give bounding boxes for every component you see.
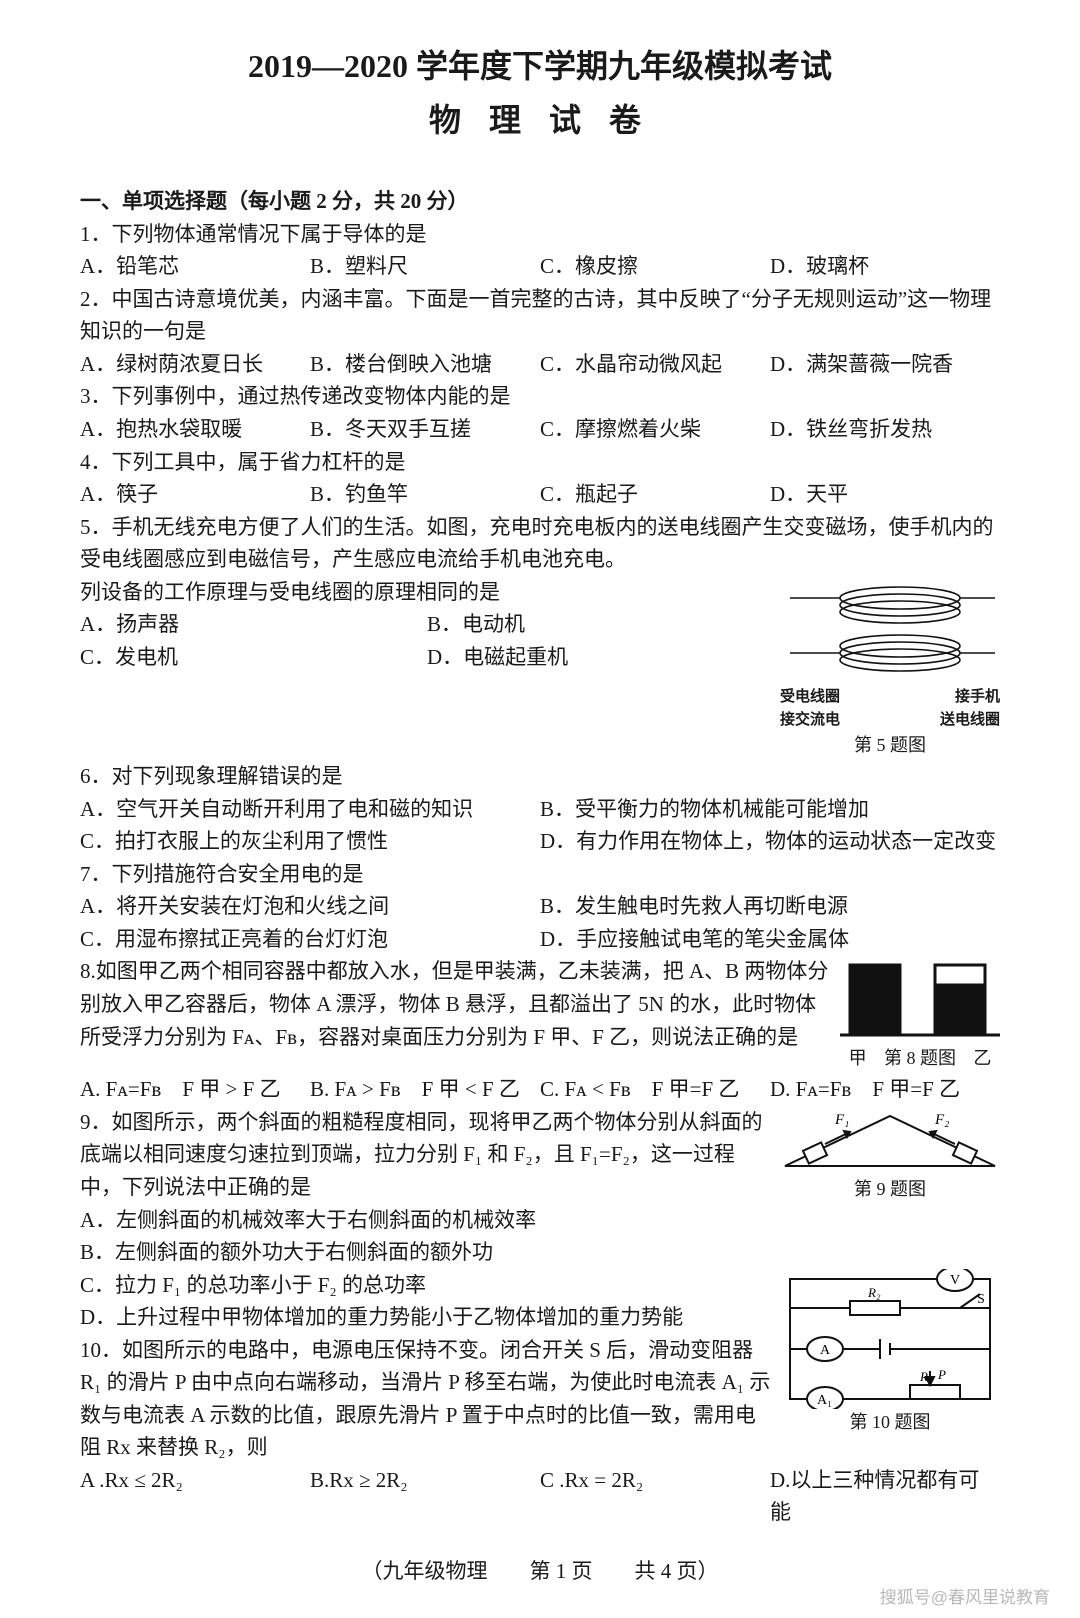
q4-opt-c: C．瓶起子	[540, 478, 770, 511]
q1-stem: 1．下列物体通常情况下属于导体的是	[80, 218, 1000, 251]
q8-fig-left: 甲	[849, 1045, 867, 1073]
q3-opt-b: B．冬天双手互搓	[310, 413, 540, 446]
q2-opt-d: D．满架蔷薇一院香	[770, 348, 1000, 381]
page-footer: （九年级物理 第 1 页 共 4 页）	[80, 1555, 1000, 1588]
q10-opt-c: C .Rx = 2R₂	[540, 1464, 770, 1529]
q5-block: 5．手机无线充电方便了人们的生活。如图，充电时充电板内的送电线圈产生交变磁场，使…	[80, 511, 1000, 674]
q4-stem: 4．下列工具中，属于省力杠杆的是	[80, 446, 1000, 479]
q7-opt-c: C．用湿布擦拭正亮着的台灯灯泡	[80, 923, 540, 956]
q9-block: F₁ F₂ 第 9 题图 9．如图所示，两个斜面的粗糙程度相同，现将甲乙两个物体…	[80, 1106, 1000, 1269]
q8-figure: 甲 第 8 题图 乙	[840, 955, 1000, 1073]
q5-opt-b: B．电动机	[427, 608, 774, 641]
q3-opt-d: D．铁丝弯折发热	[770, 413, 1000, 446]
q6-opt-b: B．受平衡力的物体机械能可能增加	[540, 793, 1000, 826]
q10-lbl-r1: R₁	[919, 1369, 932, 1384]
q10-lbl-s: S	[977, 1292, 985, 1307]
q7-opt-a: A．将开关安装在灯泡和火线之间	[80, 890, 540, 923]
q2-opt-a: A．绿树荫浓夏日长	[80, 348, 310, 381]
q5-options-row1: A．扬声器 B．电动机	[80, 608, 774, 641]
q9-f1-label: F₁	[834, 1112, 849, 1128]
q10-fig-caption: 第 10 题图	[780, 1409, 1000, 1437]
q5-label-br: 送电线圈	[940, 709, 1000, 732]
q2-opt-c: C．水晶帘动微风起	[540, 348, 770, 381]
exam-title-line1: 2019—2020 学年度下学期九年级模拟考试	[80, 42, 1000, 92]
q5-label-bl: 接交流电	[780, 709, 840, 732]
q4-opt-d: D．天平	[770, 478, 1000, 511]
q7-options-row2: C．用湿布擦拭正亮着的台灯灯泡 D．手应接触试电笔的笔尖金属体	[80, 923, 1000, 956]
q8-opt-a: A. Fᴀ=Fʙ F 甲 > F 乙	[80, 1073, 310, 1106]
q6-options-row1: A．空气开关自动断开利用了电和磁的知识 B．受平衡力的物体机械能可能增加	[80, 793, 1000, 826]
q7-opt-b: B．发生触电时先救人再切断电源	[540, 890, 1000, 923]
q5-label-tl: 受电线圈	[780, 686, 840, 709]
q9-figure: F₁ F₂ 第 9 题图	[780, 1106, 1000, 1204]
q5-fig-caption: 第 5 题图	[780, 732, 1000, 760]
q5-opt-c: C．发电机	[80, 641, 427, 674]
q4-opt-a: A．筷子	[80, 478, 310, 511]
q7-stem: 7．下列措施符合安全用电的是	[80, 858, 1000, 891]
watermark: 搜狐号@春风里说教育	[880, 1585, 1050, 1611]
q7-options-row1: A．将开关安装在灯泡和火线之间 B．发生触电时先救人再切断电源	[80, 890, 1000, 923]
q9-opt-b: B．左侧斜面的额外功大于右侧斜面的额外功	[80, 1236, 1000, 1269]
q5-figure: 受电线圈 接手机 接交流电 送电线圈 第 5 题图	[780, 576, 1000, 760]
q3-opt-a: A．抱热水袋取暖	[80, 413, 310, 446]
q4-options: A．筷子 B．钓鱼竿 C．瓶起子 D．天平	[80, 478, 1000, 511]
q1-opt-b: B．塑料尺	[310, 250, 540, 283]
q8-options: A. Fᴀ=Fʙ F 甲 > F 乙 B. Fᴀ > Fʙ F 甲 < F 乙 …	[80, 1073, 1000, 1106]
exam-title-line2: 物 理 试 卷	[80, 96, 1000, 146]
q1-opt-a: A．铅笔芯	[80, 250, 310, 283]
q6-stem: 6．对下列现象理解错误的是	[80, 760, 1000, 793]
q10-lbl-r2: R₂	[867, 1285, 881, 1300]
q6-opt-c: C．拍打衣服上的灰尘利用了惯性	[80, 825, 540, 858]
q3-options: A．抱热水袋取暖 B．冬天双手互搓 C．摩擦燃着火柴 D．铁丝弯折发热	[80, 413, 1000, 446]
q10-lbl-v: V	[950, 1273, 960, 1288]
q10-opt-b: B.Rx ≥ 2R₂	[310, 1464, 540, 1529]
exam-page: 2019—2020 学年度下学期九年级模拟考试 物 理 试 卷 一、单项选择题（…	[0, 0, 1080, 1618]
q10-block: V R₂ S A A₁ R₁ P 第 10 题图 C．拉力 F₁ 的总功率小于 …	[80, 1269, 1000, 1529]
q7-opt-d: D．手应接触试电笔的笔尖金属体	[540, 923, 1000, 956]
q3-opt-c: C．摩擦燃着火柴	[540, 413, 770, 446]
q10-opt-d: D.以上三种情况都有可能	[770, 1464, 1000, 1529]
q2-stem: 2．中国古诗意境优美，内涵丰富。下面是一首完整的古诗，其中反映了“分子无规则运动…	[80, 283, 1000, 348]
q2-options: A．绿树荫浓夏日长 B．楼台倒映入池塘 C．水晶帘动微风起 D．满架蔷薇一院香	[80, 348, 1000, 381]
q8-fig-caption: 第 8 题图	[884, 1045, 956, 1073]
q9-opt-a: A．左侧斜面的机械效率大于右侧斜面的机械效率	[80, 1204, 1000, 1237]
q10-opt-a: A .Rx ≤ 2R₂	[80, 1464, 310, 1529]
q10-options: A .Rx ≤ 2R₂ B.Rx ≥ 2R₂ C .Rx = 2R₂ D.以上三…	[80, 1464, 1000, 1529]
q8-opt-b: B. Fᴀ > Fʙ F 甲 < F 乙	[310, 1073, 540, 1106]
q9-fig-caption: 第 9 题图	[780, 1176, 1000, 1204]
q5-opt-d: D．电磁起重机	[427, 641, 774, 674]
q10-figure: V R₂ S A A₁ R₁ P 第 10 题图	[780, 1269, 1000, 1437]
section-1-heading: 一、单项选择题（每小题 2 分，共 20 分）	[80, 185, 1000, 218]
q9-f2-label: F₂	[934, 1112, 949, 1128]
q8-opt-d: D. Fᴀ=Fʙ F 甲=F 乙	[770, 1073, 1000, 1106]
q1-options: A．铅笔芯 B．塑料尺 C．橡皮擦 D．玻璃杯	[80, 250, 1000, 283]
q10-lbl-a: A	[820, 1343, 831, 1358]
q8-fig-right: 乙	[973, 1045, 991, 1073]
q2-opt-b: B．楼台倒映入池塘	[310, 348, 540, 381]
q1-opt-c: C．橡皮擦	[540, 250, 770, 283]
q5-label-tr: 接手机	[955, 686, 1000, 709]
q5-options-row2: C．发电机 D．电磁起重机	[80, 641, 774, 674]
q1-opt-d: D．玻璃杯	[770, 250, 1000, 283]
q5-stem-1: 5．手机无线充电方便了人们的生活。如图，充电时充电板内的送电线圈产生交变磁场，使…	[80, 511, 1000, 576]
q3-stem: 3．下列事例中，通过热传递改变物体内能的是	[80, 380, 1000, 413]
q6-opt-d: D．有力作用在物体上，物体的运动状态一定改变	[540, 825, 1000, 858]
q4-opt-b: B．钓鱼竿	[310, 478, 540, 511]
q8-opt-c: C. Fᴀ < Fʙ F 甲=F 乙	[540, 1073, 770, 1106]
q10-lbl-a1: A₁	[817, 1393, 832, 1408]
q10-lbl-p: P	[937, 1367, 946, 1382]
q8-block: 甲 第 8 题图 乙 8.如图甲乙两个相同容器中都放入水，但是甲装满，乙未装满，…	[80, 955, 1000, 1105]
q5-opt-a: A．扬声器	[80, 608, 427, 641]
q6-opt-a: A．空气开关自动断开利用了电和磁的知识	[80, 793, 540, 826]
q6-options-row2: C．拍打衣服上的灰尘利用了惯性 D．有力作用在物体上，物体的运动状态一定改变	[80, 825, 1000, 858]
